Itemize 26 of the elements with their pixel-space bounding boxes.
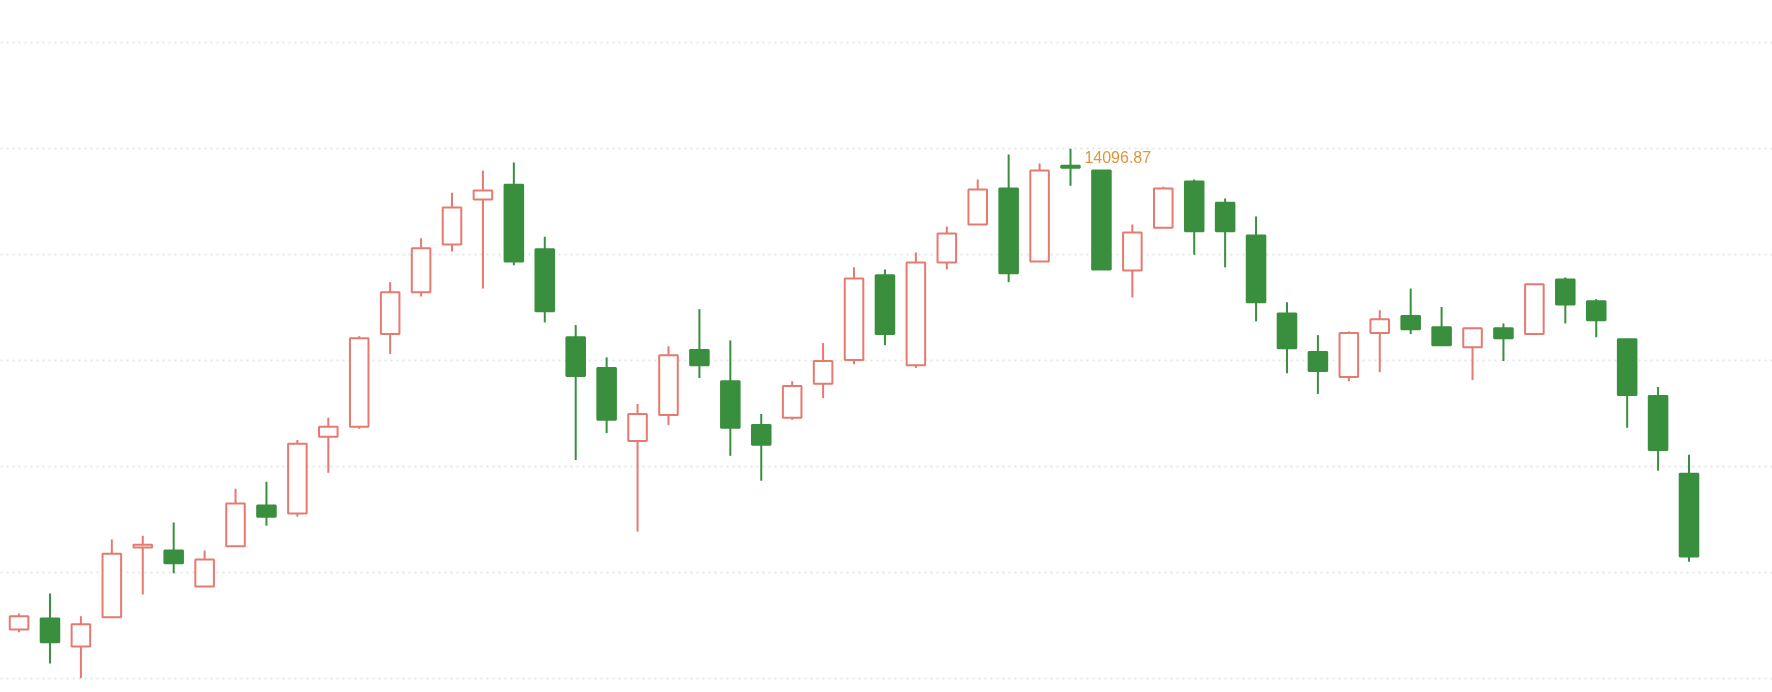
candlestick xyxy=(750,413,772,482)
candlestick xyxy=(1555,276,1576,325)
candlestick xyxy=(1462,327,1483,382)
candlestick xyxy=(596,356,617,435)
annotation: 14096.87 xyxy=(1084,148,1152,166)
candlestick xyxy=(565,324,586,462)
candlestick xyxy=(1276,301,1298,375)
candlestick xyxy=(689,308,710,379)
candlestick xyxy=(1245,215,1267,323)
candlestick xyxy=(379,281,401,356)
candlestick xyxy=(1307,334,1329,395)
candlestick xyxy=(1616,338,1638,429)
candlestick xyxy=(1183,178,1205,256)
candlestick xyxy=(1091,169,1112,271)
candlestick xyxy=(1524,283,1545,336)
candlestick xyxy=(101,538,123,619)
candlestick xyxy=(627,402,648,533)
candlestick xyxy=(472,169,494,290)
candlestick xyxy=(1060,147,1081,187)
candlestick xyxy=(720,339,741,457)
candlestick xyxy=(39,592,61,665)
candlestick xyxy=(163,521,184,575)
candlestick xyxy=(967,178,989,226)
candlestick xyxy=(1431,306,1452,347)
candlestick xyxy=(1678,453,1700,563)
candlestick xyxy=(812,342,834,400)
